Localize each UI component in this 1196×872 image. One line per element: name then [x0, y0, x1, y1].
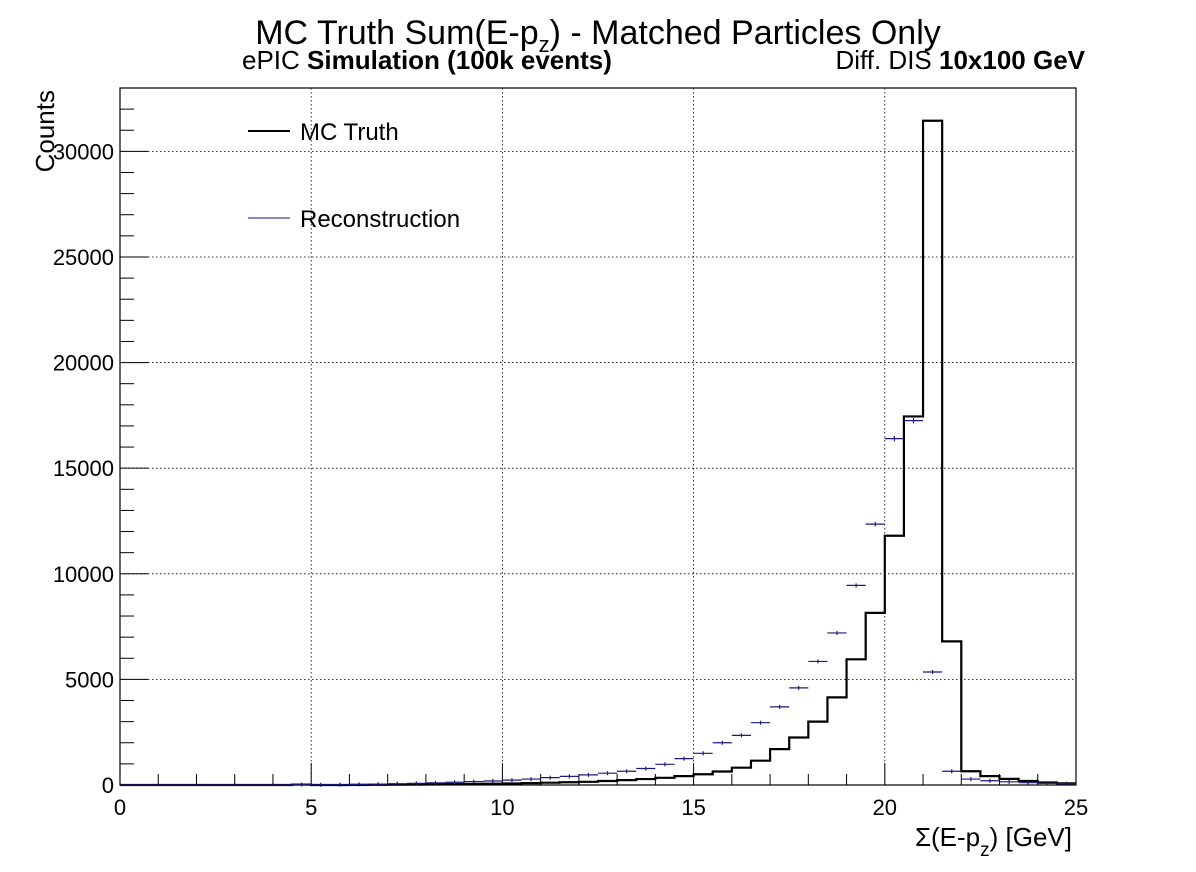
reconstruction-point: [1037, 781, 1057, 786]
reconstruction-point: [292, 782, 312, 787]
reconstruction-point: [903, 417, 924, 424]
x-tick-label: 20: [873, 795, 897, 820]
reconstruction-point: [425, 780, 446, 785]
reconstruction-point: [884, 435, 904, 442]
y-tick-label: 20000: [53, 351, 114, 376]
reconstruction-point: [942, 769, 962, 774]
reconstruction-point: [827, 630, 847, 635]
subtitle-right: Diff. DIS 10x100 GeV: [835, 45, 1085, 75]
reconstruction-point: [502, 778, 522, 783]
y-axis-title: Counts: [30, 90, 60, 172]
reconstruction-point: [961, 777, 981, 782]
reconstruction-point: [808, 659, 828, 664]
legend-mc-truth-label: MC Truth: [300, 119, 399, 146]
chart-title: MC Truth Sum(E-pz) - Matched Particles O…: [255, 14, 941, 57]
reconstruction-point: [846, 583, 866, 588]
x-axis-title: Σ(E-pz) [GeV]: [915, 822, 1072, 861]
series-layer: [120, 119, 1076, 787]
plot-frame: [119, 87, 1077, 786]
legend: MC Truth Reconstruction: [248, 119, 460, 233]
reconstruction-point: [789, 685, 809, 690]
x-tick-label: 15: [681, 795, 705, 820]
x-tick-label: 25: [1064, 795, 1088, 820]
y-tick-label: 30000: [53, 139, 114, 164]
reconstruction-point: [406, 781, 426, 786]
reconstruction-point: [980, 778, 1000, 783]
y-tick-label: 10000: [53, 562, 114, 587]
y-tick-label: 15000: [53, 456, 114, 481]
subtitle-left: ePIC Simulation (100k events): [242, 45, 612, 75]
reconstruction-point: [712, 740, 732, 745]
reconstruction-point: [464, 779, 484, 784]
reconstruction-point: [636, 766, 656, 771]
reconstruction-point: [999, 779, 1019, 784]
reconstruction-point: [521, 777, 541, 782]
reconstruction-point: [349, 782, 369, 787]
y-tick-label: 5000: [65, 667, 114, 692]
y-tick-label: 0: [102, 773, 114, 798]
legend-reconstruction-label: Reconstruction: [300, 206, 460, 233]
reconstruction-point: [750, 720, 771, 725]
reconstruction-point: [311, 782, 331, 787]
y-tick-label: 25000: [53, 245, 114, 270]
x-tick-label: 0: [114, 795, 126, 820]
reconstruction-point: [1056, 781, 1076, 786]
tick-labels: 0 5 10 15 20 25 0 5000 10000 15000 20000 25000 30000: [53, 139, 1088, 820]
reconstruction-point: [330, 782, 350, 787]
reconstruction-point: [770, 704, 790, 709]
reconstruction-point: [483, 778, 503, 783]
grid-lines: [120, 88, 1076, 785]
reconstruction-point: [598, 771, 618, 776]
reconstruction-point: [674, 756, 694, 761]
axis-ticks: [119, 87, 1077, 786]
reconstruction-point: [368, 782, 388, 787]
reconstruction-point: [617, 769, 637, 774]
reconstruction-point: [923, 670, 943, 675]
reconstruction-point: [731, 733, 751, 738]
reconstruction-point: [387, 781, 407, 786]
reconstruction-point: [559, 774, 579, 779]
reconstruction-point: [865, 521, 885, 527]
reconstruction-point: [445, 780, 465, 785]
reconstruction-point: [655, 762, 675, 767]
x-tick-label: 10: [490, 795, 514, 820]
reconstruction-point: [578, 772, 598, 777]
reconstruction-point: [540, 775, 560, 780]
reconstruction-point: [693, 751, 713, 756]
series-mc-truth-line: [120, 119, 1076, 787]
x-tick-label: 5: [305, 795, 317, 820]
reconstruction-point: [1018, 780, 1038, 785]
